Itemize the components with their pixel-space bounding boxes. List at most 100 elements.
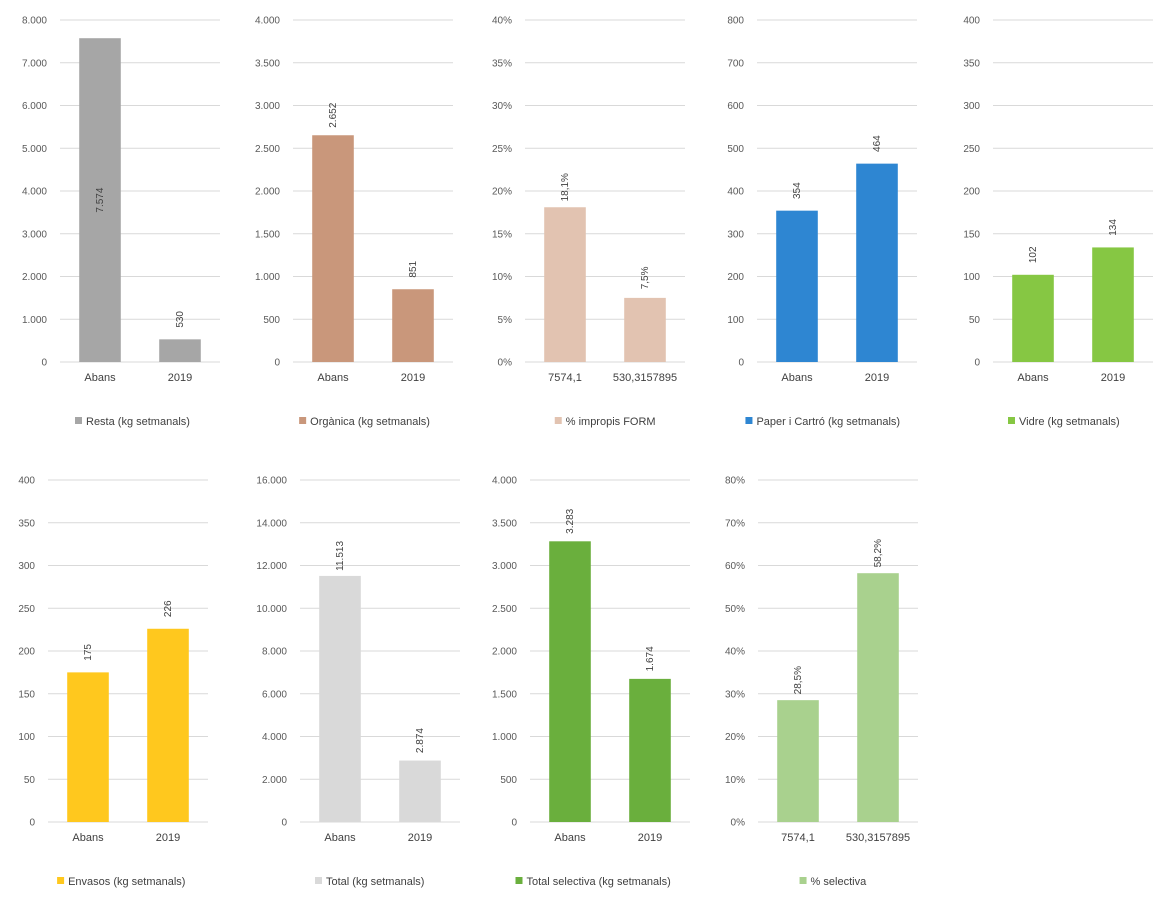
- x-category-label: 2019: [408, 832, 432, 844]
- bar: [629, 678, 671, 822]
- y-tick-label: 2.000: [492, 647, 517, 658]
- y-tick-label: 50%: [725, 604, 745, 615]
- x-category-label: Abans: [554, 832, 586, 844]
- y-tick-label: 300: [963, 101, 980, 112]
- bar: [159, 339, 201, 362]
- y-tick-label: 150: [18, 689, 35, 700]
- data-label: 7,5%: [640, 266, 651, 289]
- y-tick-label: 80%: [725, 476, 745, 487]
- y-tick-label: 3.500: [492, 518, 517, 529]
- bar: [319, 575, 361, 822]
- data-label: 226: [163, 600, 174, 617]
- y-tick-label: 2.000: [262, 775, 287, 786]
- y-tick-label: 0: [29, 818, 35, 829]
- y-tick-label: 500: [727, 144, 744, 155]
- y-tick-label: 50: [24, 775, 36, 786]
- x-category-label: 2019: [865, 372, 889, 384]
- y-tick-label: 700: [727, 58, 744, 69]
- x-category-label: Abans: [781, 372, 813, 384]
- bar: [399, 760, 441, 822]
- bar: [67, 672, 109, 822]
- data-label: 7.574: [95, 187, 106, 212]
- y-tick-label: 0%: [498, 358, 513, 369]
- bar: [624, 297, 666, 362]
- data-label: 464: [872, 135, 883, 152]
- bar: [776, 210, 818, 362]
- data-label: 3.283: [565, 508, 576, 533]
- bar: [1012, 274, 1054, 362]
- legend-label: Resta (kg setmanals): [86, 416, 190, 428]
- chart-8: 0 500 1.000 1.500 2.000 2.500 3.000 3.500 4.000 3…: [492, 476, 690, 888]
- y-tick-label: 6.000: [262, 689, 287, 700]
- y-tick-label: 3.000: [22, 229, 47, 240]
- y-tick-label: 1.500: [255, 229, 280, 240]
- y-tick-label: 14.000: [256, 518, 287, 529]
- y-tick-label: 70%: [725, 518, 745, 529]
- legend-label: % selectiva: [811, 876, 868, 888]
- data-label: 1.674: [645, 646, 656, 671]
- y-tick-label: 350: [963, 58, 980, 69]
- data-label: 102: [1028, 246, 1039, 263]
- y-tick-label: 25%: [492, 144, 512, 155]
- bar: [857, 573, 899, 822]
- y-tick-label: 2.500: [255, 144, 280, 155]
- bar: [392, 289, 434, 362]
- y-tick-label: 200: [963, 187, 980, 198]
- data-label: 530: [175, 311, 186, 328]
- y-tick-label: 30%: [725, 689, 745, 700]
- y-tick-label: 20%: [492, 187, 512, 198]
- y-tick-label: 350: [18, 518, 35, 529]
- chart-2: 0 500 1.000 1.500 2.000 2.500 3.000 3.500 4.000 2…: [255, 16, 453, 428]
- y-tick-label: 10%: [492, 272, 512, 283]
- y-tick-label: 6.000: [22, 101, 47, 112]
- data-label: 28,5%: [793, 666, 804, 694]
- chart-3: 0% 5% 10% 15% 20% 25% 30% 35% 40% 18,1% 7574,1 7,5%…: [492, 16, 685, 428]
- y-tick-label: 1.000: [22, 315, 47, 326]
- y-tick-label: 40%: [492, 16, 512, 27]
- y-tick-label: 400: [963, 16, 980, 27]
- bar: [312, 135, 354, 362]
- y-tick-label: 3.000: [492, 561, 517, 572]
- legend-swatch: [515, 877, 523, 884]
- bar: [79, 38, 121, 363]
- x-category-label: 2019: [401, 372, 425, 384]
- y-tick-label: 200: [727, 272, 744, 283]
- x-category-label: Abans: [84, 372, 116, 384]
- x-category-label: 7574,1: [781, 832, 815, 844]
- y-tick-label: 4.000: [492, 476, 517, 487]
- y-tick-label: 600: [727, 101, 744, 112]
- x-category-label: Abans: [72, 832, 104, 844]
- y-tick-label: 3.500: [255, 58, 280, 69]
- data-label: 175: [83, 644, 94, 661]
- y-tick-label: 1.500: [492, 689, 517, 700]
- data-label: 18,1%: [560, 173, 571, 201]
- y-tick-label: 8.000: [262, 647, 287, 658]
- y-tick-label: 200: [18, 647, 35, 658]
- y-tick-label: 5.000: [22, 144, 47, 155]
- y-tick-label: 100: [963, 272, 980, 283]
- y-tick-label: 50: [969, 315, 981, 326]
- chart-9: 0% 10% 20% 30% 40% 50% 60% 70% 80% 28,5% 7574,1 58,…: [725, 476, 918, 888]
- x-category-label: Abans: [317, 372, 349, 384]
- y-tick-label: 4.000: [255, 16, 280, 27]
- y-tick-label: 800: [727, 16, 744, 27]
- y-tick-label: 40%: [725, 647, 745, 658]
- x-category-label: 2019: [1101, 372, 1125, 384]
- y-tick-label: 12.000: [256, 561, 287, 572]
- y-tick-label: 0: [738, 358, 744, 369]
- data-label: 134: [1108, 219, 1119, 236]
- y-tick-label: 500: [263, 315, 280, 326]
- y-tick-label: 30%: [492, 101, 512, 112]
- y-tick-label: 15%: [492, 229, 512, 240]
- y-tick-label: 0: [274, 358, 280, 369]
- legend-swatch: [1008, 417, 1015, 424]
- data-label: 58,2%: [873, 539, 884, 567]
- y-tick-label: 2.500: [492, 604, 517, 615]
- y-tick-label: 250: [963, 144, 980, 155]
- legend-swatch: [299, 417, 307, 424]
- y-tick-label: 0%: [731, 818, 746, 829]
- y-tick-label: 20%: [725, 732, 745, 743]
- x-category-label: 2019: [168, 372, 192, 384]
